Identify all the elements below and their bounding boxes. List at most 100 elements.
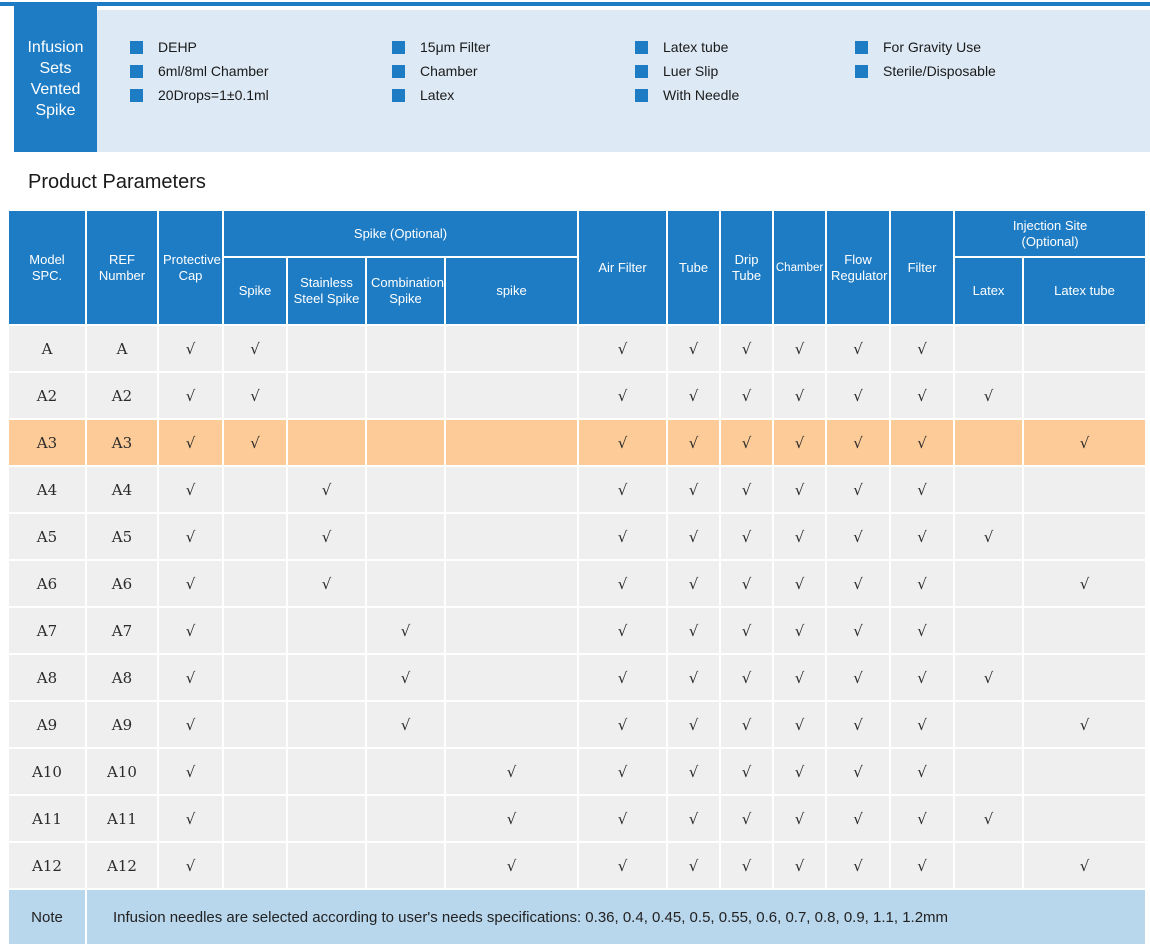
table-row: A7 A7 √ √ √ √ √ √ √ √ (9, 608, 1146, 653)
check-cell: √ (367, 655, 444, 700)
check-cell: √ (774, 702, 826, 747)
check-cell (1024, 796, 1146, 841)
check-cell: √ (827, 796, 890, 841)
model-cell: A9 (9, 702, 85, 747)
check-cell (288, 608, 365, 653)
check-cell (955, 467, 1023, 512)
ref-cell: A2 (87, 373, 157, 418)
check-cell (367, 749, 444, 794)
check-cell: √ (668, 702, 720, 747)
check-cell: √ (891, 608, 954, 653)
check-cell: √ (774, 373, 826, 418)
check-cell (288, 373, 365, 418)
check-cell: √ (288, 514, 365, 559)
check-cell (224, 514, 286, 559)
model-cell: A6 (9, 561, 85, 606)
check-cell: √ (774, 796, 826, 841)
check-cell: √ (288, 561, 365, 606)
bullet-square-icon (392, 64, 405, 78)
product-category-title: Infusion Sets Vented Spike (27, 38, 84, 119)
check-cell (367, 373, 444, 418)
check-cell (1024, 655, 1146, 700)
bullet-square-icon (635, 40, 648, 54)
feature-label: With Needle (663, 87, 740, 103)
check-cell (446, 373, 578, 418)
check-cell: √ (827, 655, 890, 700)
note-row: Note Infusion needles are selected accor… (9, 890, 1146, 944)
note-text-cell: Infusion needles are selected according … (87, 890, 1146, 944)
check-cell: √ (668, 514, 720, 559)
check-cell: √ (579, 420, 667, 465)
spike2-subheader: spike (446, 258, 578, 324)
check-cell: √ (721, 561, 773, 606)
check-cell: √ (668, 373, 720, 418)
check-cell (367, 326, 444, 371)
check-cell (446, 514, 578, 559)
check-cell (446, 326, 578, 371)
check-cell: √ (668, 608, 720, 653)
check-cell (224, 702, 286, 747)
ref-cell: A8 (87, 655, 157, 700)
flow-regulator-header: Flow Regulator (827, 211, 890, 324)
check-cell (446, 655, 578, 700)
table-row: A11 A11 √ √ √ √ √ √ √ √ √ (9, 796, 1146, 841)
check-cell (955, 608, 1023, 653)
check-cell (288, 843, 365, 888)
check-cell: √ (774, 655, 826, 700)
check-cell (288, 420, 365, 465)
feature-label: For Gravity Use (883, 39, 982, 55)
check-cell (224, 467, 286, 512)
table-row: A5 A5 √ √ √ √ √ √ √ √ √ (9, 514, 1146, 559)
table-row: A12 A12 √ √ √ √ √ √ √ √ √ (9, 843, 1146, 888)
table-row: A6 A6 √ √ √ √ √ √ √ √ √ (9, 561, 1146, 606)
check-cell: √ (721, 608, 773, 653)
check-cell: √ (367, 608, 444, 653)
feature-item: 15μm Filter (392, 35, 490, 59)
table-row: A3 A3 √ √ √ √ √ √ √ √ √ (9, 420, 1146, 465)
check-cell (1024, 326, 1146, 371)
combination-spike-subheader: Combination Spike (367, 258, 444, 324)
check-cell: √ (827, 843, 890, 888)
check-cell: √ (721, 420, 773, 465)
check-cell (955, 326, 1023, 371)
table-row: A4 A4 √ √ √ √ √ √ √ √ (9, 467, 1146, 512)
check-cell: √ (721, 749, 773, 794)
check-cell: √ (579, 608, 667, 653)
check-cell: √ (668, 655, 720, 700)
check-cell: √ (446, 749, 578, 794)
check-cell: √ (668, 467, 720, 512)
check-cell: √ (891, 796, 954, 841)
ref-cell: A (87, 326, 157, 371)
bullet-square-icon (130, 88, 143, 102)
ref-cell: A5 (87, 514, 157, 559)
ref-number-header: REF Number (87, 211, 157, 324)
check-cell: √ (721, 326, 773, 371)
model-cell: A7 (9, 608, 85, 653)
check-cell (446, 702, 578, 747)
check-cell (955, 702, 1023, 747)
check-cell (288, 702, 365, 747)
check-cell (955, 561, 1023, 606)
check-cell: √ (668, 561, 720, 606)
check-cell (224, 561, 286, 606)
check-cell: √ (159, 514, 222, 559)
bullet-square-icon (855, 64, 868, 78)
check-cell: √ (774, 843, 826, 888)
check-cell: √ (1024, 843, 1146, 888)
check-cell: √ (721, 796, 773, 841)
check-cell: √ (955, 514, 1023, 559)
check-cell (224, 749, 286, 794)
stainless-steel-spike-subheader: Stainless Steel Spike (288, 258, 365, 324)
model-cell: A2 (9, 373, 85, 418)
model-cell: A3 (9, 420, 85, 465)
check-cell: √ (827, 467, 890, 512)
check-cell: √ (774, 326, 826, 371)
feature-label: DEHP (158, 39, 197, 55)
check-cell: √ (891, 326, 954, 371)
check-cell: √ (955, 655, 1023, 700)
check-cell: √ (827, 561, 890, 606)
check-cell: √ (774, 561, 826, 606)
injection-site-group-header: Injection Site (Optional) (955, 211, 1146, 256)
check-cell: √ (668, 843, 720, 888)
